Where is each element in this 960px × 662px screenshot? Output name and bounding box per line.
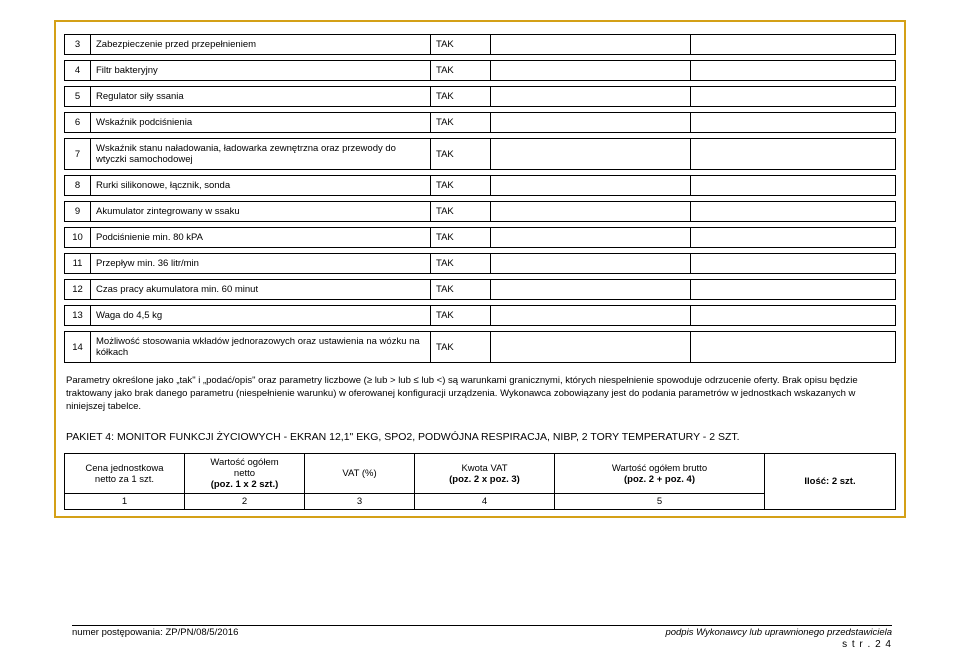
row-empty — [691, 306, 896, 326]
row-desc: Wskaźnik stanu naładowania, ładowarka ze… — [91, 139, 431, 170]
table-row: 3Zabezpieczenie przed przepełnieniemTAK — [65, 35, 896, 55]
table-row: 10Podciśnienie min. 80 kPATAK — [65, 228, 896, 248]
row-empty — [491, 254, 691, 274]
table-row: 7Wskaźnik stanu naładowania, ładowarka z… — [65, 139, 896, 170]
price-num-2: 2 — [185, 494, 305, 510]
price-num-4: 4 — [415, 494, 555, 510]
row-empty — [691, 202, 896, 222]
row-desc: Akumulator zintegrowany w ssaku — [91, 202, 431, 222]
table-row: 14Możliwość stosowania wkładów jednorazo… — [65, 332, 896, 363]
table-row: 9Akumulator zintegrowany w ssakuTAK — [65, 202, 896, 222]
table-row: 6Wskaźnik podciśnieniaTAK — [65, 113, 896, 133]
row-tak: TAK — [431, 254, 491, 274]
row-num: 5 — [65, 87, 91, 107]
row-num: 13 — [65, 306, 91, 326]
price-hdr-6: Ilość: 2 szt. — [765, 454, 896, 510]
row-num: 10 — [65, 228, 91, 248]
row-empty — [491, 139, 691, 170]
price-hdr-3: VAT (%) — [305, 454, 415, 494]
page-number: s t r . 2 4 — [72, 639, 892, 650]
row-empty — [691, 280, 896, 300]
row-empty — [491, 332, 691, 363]
row-desc: Podciśnienie min. 80 kPA — [91, 228, 431, 248]
row-empty — [491, 280, 691, 300]
table-row: 4Filtr bakteryjnyTAK — [65, 61, 896, 81]
price-hdr-5: Wartość ogółem brutto(poz. 2 + poz. 4) — [555, 454, 765, 494]
price-num-5: 5 — [555, 494, 765, 510]
row-empty — [691, 176, 896, 196]
row-desc: Rurki silikonowe, łącznik, sonda — [91, 176, 431, 196]
row-num: 14 — [65, 332, 91, 363]
price-hdr-2: Wartość ogółemnetto(poz. 1 x 2 szt.) — [185, 454, 305, 494]
row-num: 11 — [65, 254, 91, 274]
row-empty — [691, 228, 896, 248]
row-num: 12 — [65, 280, 91, 300]
row-num: 4 — [65, 61, 91, 81]
row-num: 8 — [65, 176, 91, 196]
table-row: 5Regulator siły ssaniaTAK — [65, 87, 896, 107]
row-num: 7 — [65, 139, 91, 170]
row-tak: TAK — [431, 228, 491, 248]
row-desc: Możliwość stosowania wkładów jednorazowy… — [91, 332, 431, 363]
row-desc: Waga do 4,5 kg — [91, 306, 431, 326]
row-empty — [491, 228, 691, 248]
row-desc: Przepływ min. 36 litr/min — [91, 254, 431, 274]
row-empty — [491, 306, 691, 326]
table-row: 8Rurki silikonowe, łącznik, sondaTAK — [65, 176, 896, 196]
row-tak: TAK — [431, 280, 491, 300]
row-desc: Zabezpieczenie przed przepełnieniem — [91, 35, 431, 55]
row-tak: TAK — [431, 202, 491, 222]
row-num: 3 — [65, 35, 91, 55]
row-tak: TAK — [431, 139, 491, 170]
row-empty — [691, 87, 896, 107]
spec-table: 3Zabezpieczenie przed przepełnieniemTAK4… — [64, 34, 896, 363]
page-frame: 3Zabezpieczenie przed przepełnieniemTAK4… — [54, 20, 906, 518]
row-desc: Wskaźnik podciśnienia — [91, 113, 431, 133]
footer-right: podpis Wykonawcy lub uprawnionego przeds… — [665, 627, 892, 638]
row-empty — [491, 202, 691, 222]
row-empty — [691, 61, 896, 81]
row-desc: Filtr bakteryjny — [91, 61, 431, 81]
row-empty — [491, 61, 691, 81]
row-tak: TAK — [431, 35, 491, 55]
row-empty — [491, 113, 691, 133]
price-num-3: 3 — [305, 494, 415, 510]
row-empty — [691, 254, 896, 274]
price-table: Cena jednostkowanetto za 1 szt. Wartość … — [64, 453, 896, 510]
row-desc: Czas pracy akumulatora min. 60 minut — [91, 280, 431, 300]
row-tak: TAK — [431, 176, 491, 196]
row-empty — [691, 139, 896, 170]
row-num: 6 — [65, 113, 91, 133]
row-tak: TAK — [431, 113, 491, 133]
row-tak: TAK — [431, 87, 491, 107]
row-tak: TAK — [431, 332, 491, 363]
row-empty — [691, 332, 896, 363]
price-hdr-4: Kwota VAT(poz. 2 x poz. 3) — [415, 454, 555, 494]
footer-left: numer postępowania: ZP/PN/08/5/2016 — [72, 627, 238, 638]
parameters-note: Parametry określone jako „tak" i „podać/… — [64, 369, 896, 423]
row-num: 9 — [65, 202, 91, 222]
page-footer: numer postępowania: ZP/PN/08/5/2016 podp… — [72, 625, 892, 650]
row-empty — [491, 35, 691, 55]
table-row: 12Czas pracy akumulatora min. 60 minutTA… — [65, 280, 896, 300]
table-row: 13Waga do 4,5 kgTAK — [65, 306, 896, 326]
pakiet-title: PAKIET 4: MONITOR FUNKCJI ŻYCIOWYCH - EK… — [64, 423, 896, 453]
row-tak: TAK — [431, 61, 491, 81]
row-tak: TAK — [431, 306, 491, 326]
row-empty — [691, 113, 896, 133]
price-hdr-1: Cena jednostkowanetto za 1 szt. — [65, 454, 185, 494]
row-empty — [491, 176, 691, 196]
row-desc: Regulator siły ssania — [91, 87, 431, 107]
price-num-1: 1 — [65, 494, 185, 510]
row-empty — [491, 87, 691, 107]
table-row: 11Przepływ min. 36 litr/minTAK — [65, 254, 896, 274]
row-empty — [691, 35, 896, 55]
